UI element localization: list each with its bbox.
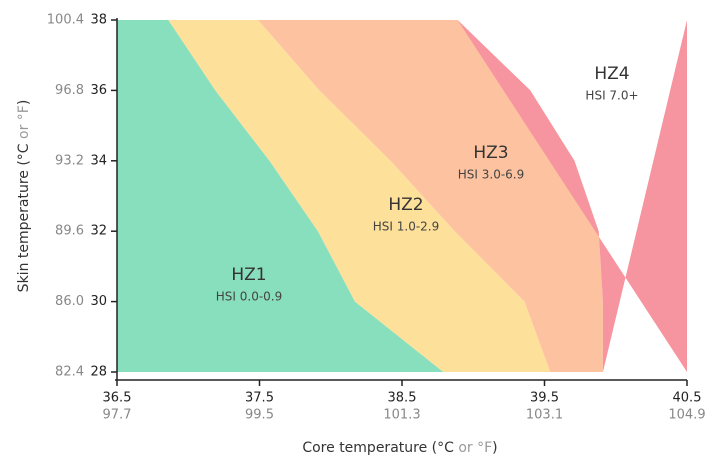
y-tick-label-f: 82.4	[55, 365, 84, 380]
y-tick-label-f: 93.2	[55, 153, 84, 168]
zone-area	[457, 20, 687, 372]
x-tick-label-f: 104.9	[668, 408, 705, 423]
x-tick-label-f: 99.5	[245, 408, 274, 423]
zone-label: HSI 7.0+	[585, 89, 638, 103]
y-tick-label: 36	[90, 83, 107, 98]
x-tick-label-f: 103.1	[526, 408, 563, 423]
x-tick-label: 36.5	[103, 391, 132, 406]
zone-name: HZ1	[231, 265, 266, 285]
x-axis-title: Core temperature (°C or °F)	[302, 440, 497, 456]
y-title-part: Skin temperature (°C	[16, 139, 32, 292]
y-tick-label: 34	[90, 153, 107, 168]
y-tick-label: 32	[90, 224, 107, 239]
y-title-part: )	[16, 100, 32, 105]
zone-label: HSI 3.0-6.9	[458, 168, 525, 182]
y-tick-label-f: 86.0	[55, 294, 84, 309]
zone-name: HZ2	[388, 195, 423, 215]
zone-name: HZ4	[594, 64, 629, 84]
x-tick-label: 38.5	[388, 391, 417, 406]
y-tick-label: 28	[90, 365, 107, 380]
y-axis-title: Skin temperature (°C or °F)	[16, 100, 32, 293]
zone-name: HZ3	[473, 143, 508, 163]
y-tick-label-f: 100.4	[47, 13, 84, 28]
x-title-part: or °F	[458, 440, 492, 456]
zone-area	[168, 20, 551, 372]
x-tick-label-f: 101.3	[383, 408, 420, 423]
y-tick-label: 38	[90, 13, 107, 28]
x-tick-label-f: 97.7	[103, 408, 132, 423]
x-tick-label: 39.5	[530, 391, 559, 406]
zone-label: HSI 0.0-0.9	[216, 290, 283, 304]
x-tick-label: 37.5	[245, 391, 274, 406]
zone-area	[117, 20, 444, 372]
x-tick-label: 40.5	[673, 391, 702, 406]
y-tick-label-f: 89.6	[55, 224, 84, 239]
y-tick-label-f: 96.8	[55, 83, 84, 98]
x-title-part: )	[492, 440, 497, 456]
zones	[117, 20, 687, 372]
zone-label: HSI 1.0-2.9	[373, 220, 440, 234]
y-tick-label: 30	[90, 294, 107, 309]
y-title-part: or °F	[16, 105, 32, 139]
x-title-part: Core temperature (°C	[302, 440, 458, 456]
